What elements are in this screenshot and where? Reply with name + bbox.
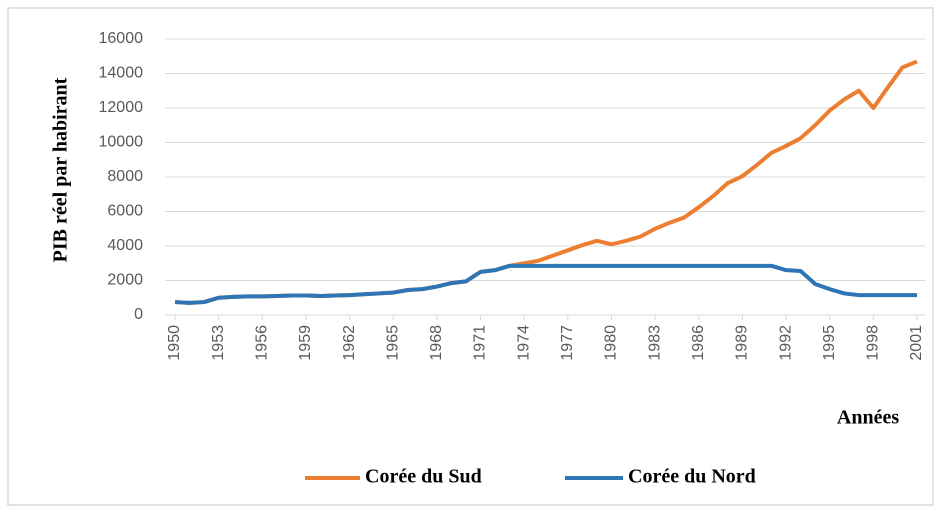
x-tick-label: 1968 [428, 325, 445, 361]
legend-label: Corée du Nord [628, 466, 756, 488]
x-tick-label: 1965 [384, 325, 401, 361]
y-axis-label: PIB réel par habirant [50, 77, 72, 262]
x-tick-label: 1950 [166, 325, 183, 361]
x-tick-label: 1977 [559, 325, 576, 361]
x-tick-label: 1980 [603, 325, 620, 361]
x-tick-label: 1953 [210, 325, 227, 361]
x-tick-label: 1956 [254, 325, 271, 361]
x-tick-label: 1986 [690, 325, 707, 361]
y-tick-label: 2000 [107, 272, 143, 289]
x-axis-label: Années [837, 407, 899, 429]
y-tick-label: 12000 [99, 99, 144, 116]
x-tick-label: 1983 [646, 325, 663, 361]
x-tick-label: 1998 [865, 325, 882, 361]
y-tick-label: 16000 [99, 30, 144, 47]
x-tick-label: 1989 [734, 325, 751, 361]
y-tick-label: 0 [134, 306, 143, 323]
x-tick-label: 1992 [777, 325, 794, 361]
x-tick-label: 2001 [908, 325, 925, 361]
x-tick-label: 1962 [341, 325, 358, 361]
x-tick-label: 1974 [515, 325, 532, 361]
chart-frame [7, 7, 934, 506]
legend-label: Corée du Sud [365, 466, 482, 488]
y-tick-label: 4000 [107, 237, 143, 254]
series-line [174, 263, 917, 305]
y-tick-label: 14000 [99, 65, 144, 82]
y-tick-label: 10000 [99, 134, 144, 151]
y-tick-label: 6000 [107, 203, 143, 220]
x-tick-label: 1995 [821, 325, 838, 361]
x-tick-label: 1971 [472, 325, 489, 361]
y-tick-label: 8000 [107, 168, 143, 185]
x-tick-label: 1959 [297, 325, 314, 361]
